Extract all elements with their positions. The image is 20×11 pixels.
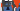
Text: # of Properties: # of Properties [16, 0, 20, 11]
Text: 96: 96 [16, 1, 20, 11]
Text: Rebecca Jacks, Eleven Oaks Realty, TX Lic# 611354: Rebecca Jacks, Eleven Oaks Realty, TX Li… [2, 0, 20, 10]
Text: ▼: ▼ [11, 0, 20, 9]
Text: 14.3% Month over Month: 14.3% Month over Month [17, 0, 20, 9]
Text: Austin, Texas: Austin, Texas [0, 1, 20, 11]
Text: Courtesy of: Courtesy of [0, 0, 20, 10]
Text: Condo/Townhouse/Apt.: Condo/Townhouse/Apt. [0, 1, 20, 11]
Text: Realtors Property Resource® analysis based on Listings: Realtors Property Resource® analysis bas… [13, 0, 20, 10]
Text: Source:: Source: [12, 0, 20, 10]
